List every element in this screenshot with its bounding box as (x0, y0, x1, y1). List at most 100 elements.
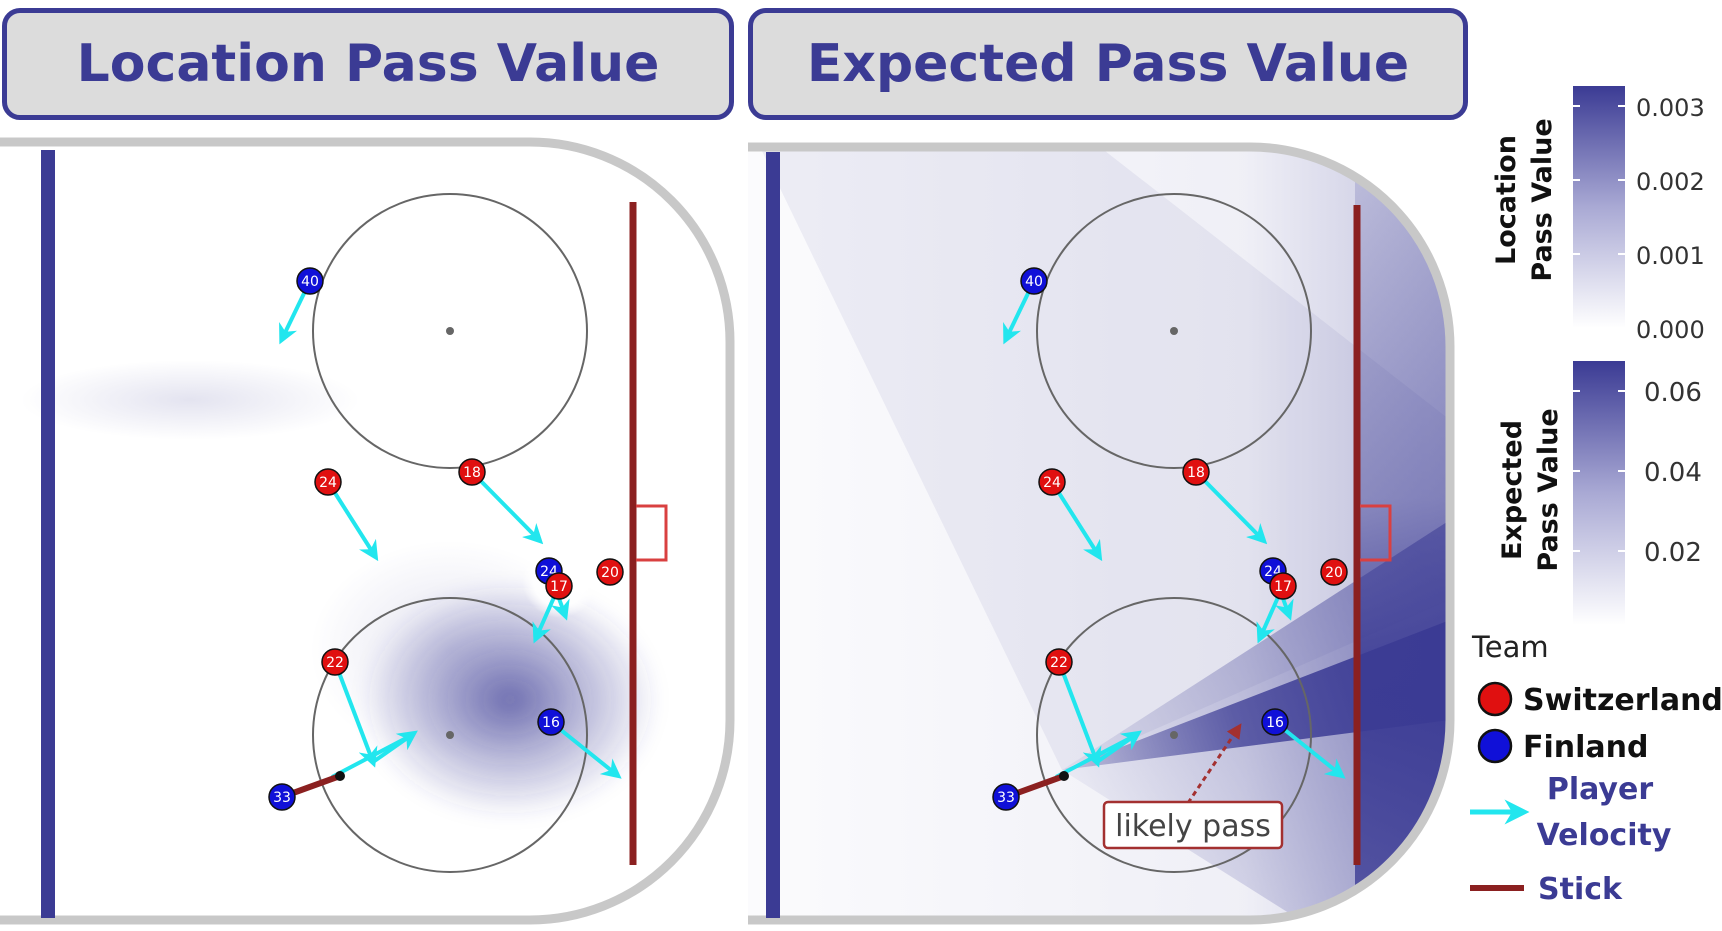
legend: Team Switzerland Finland Player Velocity… (1470, 630, 1722, 907)
right-player-marker-20 (1320, 558, 1348, 586)
legend-stick-label: Stick (1538, 872, 1623, 907)
left-player-switzerland-22: 22 (321, 648, 349, 676)
right-faceoff-dot-top (1170, 327, 1178, 335)
right-player-number-40: 40 (1025, 274, 1043, 290)
left-player-number-40: 40 (301, 274, 319, 290)
right-heat-edge (1355, 147, 1450, 920)
left-player-finland-40: 40 (296, 267, 324, 295)
legend-finland-label: Finland (1523, 730, 1649, 765)
left-player-marker-24 (314, 468, 342, 496)
right-player-switzerland-22: 22 (1045, 648, 1073, 676)
right-player-marker-40 (1020, 267, 1048, 295)
location-colorbar-title-2: Pass Value (1527, 118, 1558, 281)
left-velocity-arrow-18 (470, 470, 544, 545)
left-player-switzerland-17: 17 (545, 572, 573, 600)
left-velocity-arrow-22 (333, 661, 378, 768)
left-player-marker-18 (458, 458, 486, 486)
left-player-switzerland-18: 18 (458, 458, 486, 486)
expected-tick-2: 0.04 (1644, 458, 1702, 488)
left-player-finland-16: 16 (537, 708, 565, 736)
left-goal-crease (636, 504, 668, 562)
left-faceoff-circle-top (312, 193, 588, 469)
right-faceoff-circle-bottom (1036, 597, 1312, 873)
right-player-number-24: 24 (1043, 475, 1061, 491)
left-player-number-24: 24 (319, 475, 337, 491)
left-panel-title-box: Location Pass Value (2, 8, 734, 120)
legend-switzerland-label: Switzerland (1523, 683, 1722, 718)
left-faint-streak (20, 360, 360, 440)
left-velocity-arrow-33 (331, 733, 413, 779)
expected-colorbar: 0.06 0.04 0.02 Expected Pass Value (1497, 361, 1702, 625)
right-player-switzerland-18: 18 (1182, 458, 1210, 486)
right-goal-crease (1360, 504, 1392, 562)
right-player-number-33: 33 (997, 790, 1015, 806)
expected-tick-3: 0.02 (1644, 538, 1702, 568)
right-player-marker-22 (1045, 648, 1073, 676)
left-player-marker-20 (596, 558, 624, 586)
left-player-number-20: 20 (601, 565, 619, 581)
left-panel-title: Location Pass Value (76, 34, 660, 94)
left-player-number-22: 22 (326, 655, 344, 671)
right-panel-title: Expected Pass Value (806, 34, 1410, 94)
likely-pass-box (1102, 800, 1284, 850)
right-velocity-arrow-22 (1057, 661, 1102, 768)
likely-pass-label: likely pass (1115, 809, 1271, 844)
expected-colorbar-title-2: Pass Value (1533, 408, 1564, 571)
right-faceoff-circle-top (1036, 193, 1312, 469)
right-player-number-18: 18 (1187, 465, 1205, 481)
location-colorbar: 0.003 0.002 0.001 0.000 Location Pass Va… (1491, 86, 1705, 344)
right-player-number-22: 22 (1050, 655, 1068, 671)
right-velocity-arrow-33 (1055, 733, 1137, 779)
left-velocity-arrow-16 (549, 720, 622, 779)
right-player-marker-24 (1038, 468, 1066, 496)
right-player-finland-40: 40 (1020, 267, 1048, 295)
right-rink (748, 142, 1455, 925)
left-rink (0, 137, 735, 925)
legend-velocity-label-1: Player (1547, 772, 1653, 807)
location-colorbar-gradient (1573, 86, 1625, 328)
left-faceoff-dot-top (446, 327, 454, 335)
right-player-marker-33 (992, 783, 1020, 811)
left-player-switzerland-20: 20 (596, 558, 624, 586)
left-velocity-arrow-24 (326, 480, 379, 562)
left-faceoff-dot-bottom (446, 731, 454, 739)
left-heat-halo (310, 540, 590, 760)
legend-team-title: Team (1471, 630, 1549, 664)
left-player-finland-33: 33 (268, 783, 296, 811)
location-tick-2: 0.002 (1636, 168, 1705, 196)
location-colorbar-title-1: Location (1491, 135, 1522, 265)
right-velocity-arrow-18 (1194, 470, 1268, 545)
right-player-finland-33: 33 (992, 783, 1020, 811)
right-player-finland-16: 16 (1261, 708, 1289, 736)
right-player-switzerland-24: 24 (1038, 468, 1066, 496)
right-player-switzerland-17: 17 (1269, 572, 1297, 600)
right-velocity-arrow-24 (1050, 480, 1103, 562)
likely-pass-arrow (1186, 723, 1242, 804)
left-player-number-33: 33 (273, 790, 291, 806)
right-player-number-17: 17 (1274, 579, 1292, 595)
right-player-switzerland-20: 20 (1320, 558, 1348, 586)
expected-colorbar-gradient (1573, 361, 1625, 625)
left-player-marker-22 (321, 648, 349, 676)
location-tick-4: 0.000 (1636, 316, 1705, 344)
left-faceoff-circle-bottom (312, 597, 588, 873)
right-faceoff-dot-bottom (1170, 731, 1178, 739)
right-player-number-16: 16 (1266, 715, 1284, 731)
right-heatmap (748, 147, 1450, 920)
right-player-number-20: 20 (1325, 565, 1343, 581)
legend-velocity-label-2: Velocity (1537, 818, 1672, 853)
left-player-number-17: 17 (550, 579, 568, 595)
right-heat-band (1062, 620, 1450, 770)
left-player-number-16: 16 (542, 715, 560, 731)
left-player-marker-17 (545, 572, 573, 600)
location-tick-1: 0.003 (1636, 94, 1705, 122)
legend-switzerland-marker (1477, 681, 1513, 717)
left-boards (0, 137, 735, 925)
right-player-marker-16 (1261, 708, 1289, 736)
location-tick-3: 0.001 (1636, 242, 1705, 270)
right-panel-title-box: Expected Pass Value (748, 8, 1468, 120)
legend-finland-marker (1477, 728, 1513, 764)
